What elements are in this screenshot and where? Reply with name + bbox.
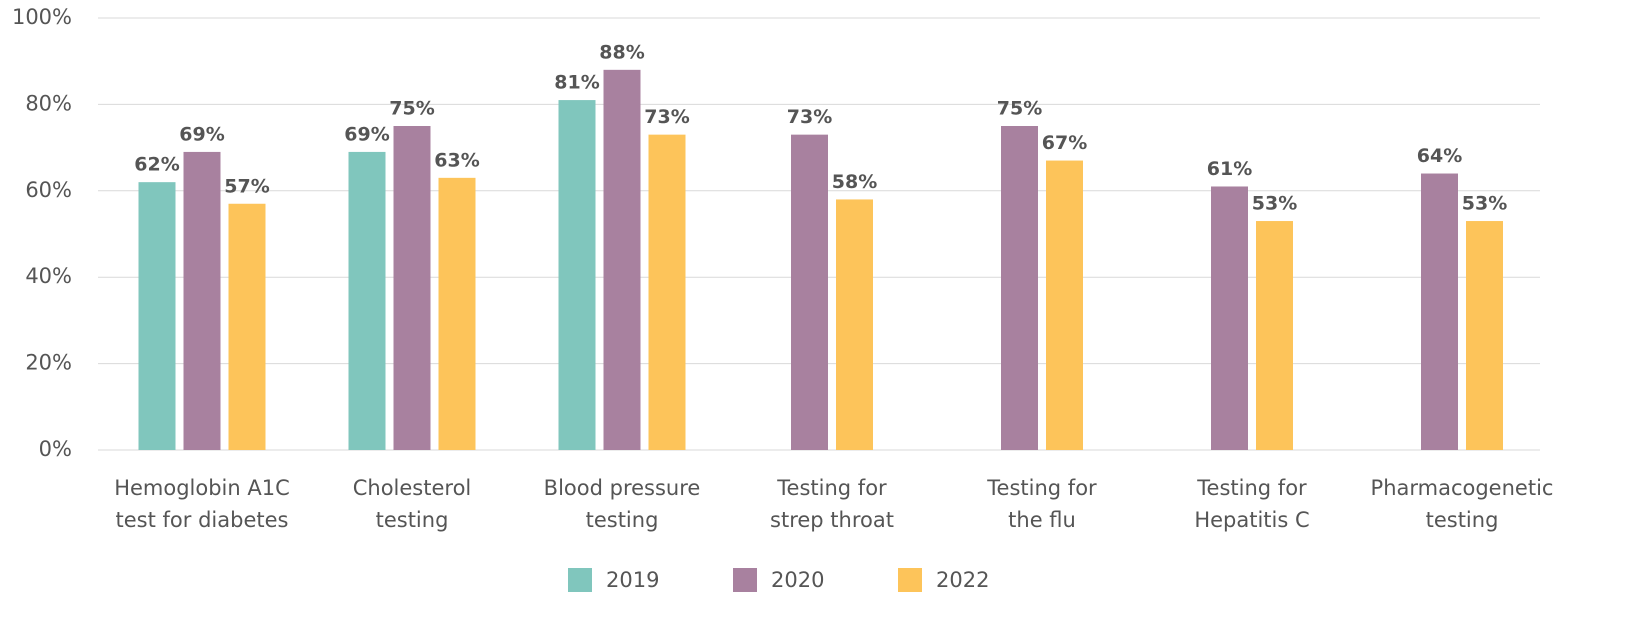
bar <box>228 203 266 450</box>
x-tick-label: Hemoglobin A1C test for diabetes <box>114 476 290 532</box>
value-label: 81% <box>554 72 599 94</box>
bar <box>1211 186 1248 451</box>
bar <box>558 100 596 450</box>
value-label: 64% <box>1417 145 1462 167</box>
value-label: 73% <box>787 106 832 128</box>
y-tick-label: 0% <box>39 437 72 461</box>
y-tick-label: 20% <box>25 351 72 375</box>
value-label: 57% <box>224 175 269 197</box>
y-tick-label: 60% <box>25 178 72 202</box>
value-label: 73% <box>644 106 689 128</box>
legend-label: 2022 <box>936 568 989 592</box>
value-label: 69% <box>179 123 224 145</box>
bar <box>791 134 828 450</box>
bar <box>138 182 176 450</box>
y-tick-label: 40% <box>25 264 72 288</box>
value-label: 63% <box>434 149 479 171</box>
bar <box>1421 173 1458 450</box>
value-label: 58% <box>832 171 877 193</box>
bar <box>183 151 221 451</box>
bar <box>603 69 641 450</box>
value-label: 75% <box>997 98 1042 120</box>
bar <box>393 126 431 450</box>
value-label: 62% <box>134 154 179 176</box>
legend-swatch <box>733 568 757 592</box>
x-tick-label: Cholesterol testing <box>353 476 472 532</box>
legend-label: 2019 <box>606 568 659 592</box>
y-tick-label: 80% <box>25 91 72 115</box>
bar <box>438 177 476 450</box>
value-label: 53% <box>1462 193 1507 215</box>
x-tick-label: Testing for the flu <box>986 476 1097 532</box>
legend-swatch <box>568 568 592 592</box>
bar <box>1256 221 1293 450</box>
legend-swatch <box>898 568 922 592</box>
legend-label: 2020 <box>771 568 824 592</box>
value-label: 67% <box>1042 132 1087 154</box>
value-label: 88% <box>599 41 644 63</box>
x-tick-label: Testing for Hepatitis C <box>1194 476 1309 532</box>
bar <box>648 134 686 450</box>
bar <box>1466 221 1503 450</box>
bar <box>836 199 873 450</box>
bar <box>1046 160 1083 450</box>
value-label: 69% <box>344 123 389 145</box>
x-tick-label: Testing for strep throat <box>770 476 894 532</box>
x-tick-label: Pharmacogenetic testing <box>1371 476 1554 532</box>
y-tick-label: 100% <box>12 5 72 29</box>
value-label: 61% <box>1207 158 1252 180</box>
value-label: 75% <box>389 98 434 120</box>
bar <box>348 151 386 451</box>
value-label: 53% <box>1252 193 1297 215</box>
bar <box>1001 126 1038 450</box>
x-tick-label: Blood pressure testing <box>544 476 701 532</box>
